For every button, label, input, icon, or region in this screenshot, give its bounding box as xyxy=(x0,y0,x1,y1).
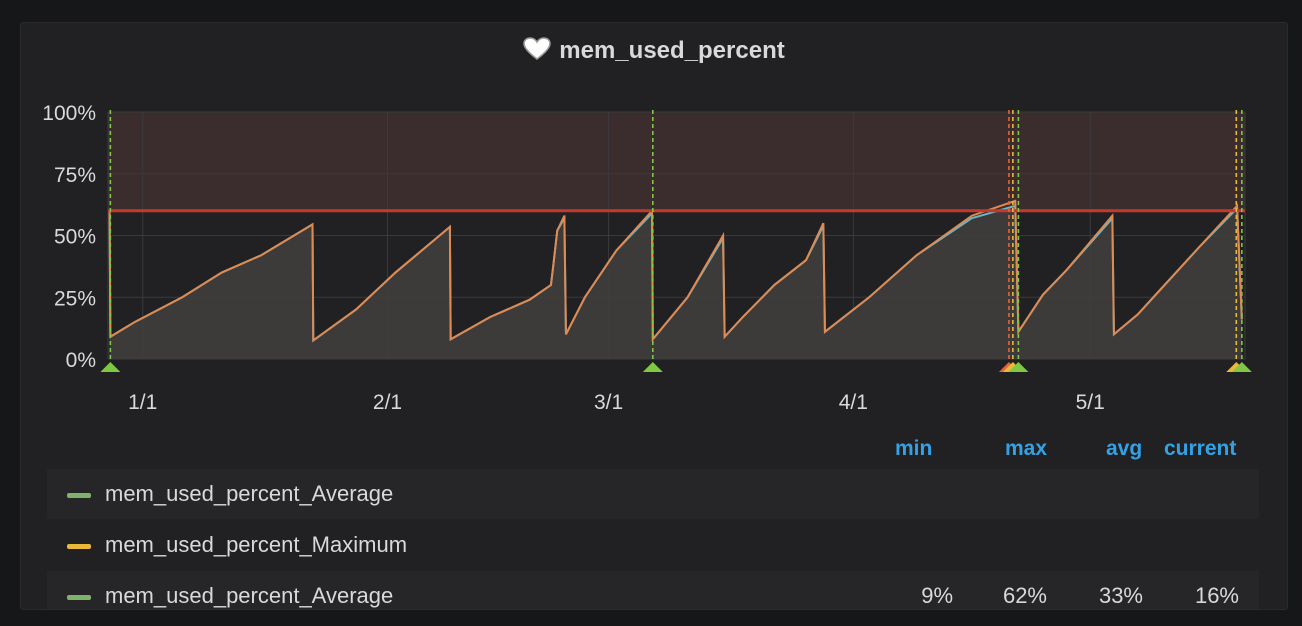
panel-header[interactable]: mem_used_percent xyxy=(21,37,1287,65)
series-area-fill xyxy=(109,205,1242,359)
legend-swatch[interactable] xyxy=(67,544,91,549)
x-tick-label: 1/1 xyxy=(128,391,157,414)
legend-header-current[interactable]: current xyxy=(1164,437,1237,460)
legend-header-max[interactable]: max xyxy=(1005,437,1048,460)
legend-swatch[interactable] xyxy=(67,595,91,600)
legend-header-min[interactable]: min xyxy=(895,437,933,460)
annotation-marker[interactable] xyxy=(100,362,121,372)
legend-value-avg: 33% xyxy=(1098,583,1143,608)
y-tick-label: 100% xyxy=(42,102,96,125)
graph-panel: mem_used_percent 100% 75% 50% 25% 0% 1/1 2/1 3/… xyxy=(20,22,1288,610)
legend-series-name[interactable]: mem_used_percent_Average xyxy=(105,583,394,608)
x-tick-label: 3/1 xyxy=(594,391,623,414)
annotation-marker[interactable] xyxy=(1008,362,1029,372)
threshold-region xyxy=(108,112,1245,211)
legend-swatch[interactable] xyxy=(67,493,91,498)
legend-item[interactable]: mem_used_percent_Maximum xyxy=(47,520,1259,570)
time-series-chart[interactable]: 100% 75% 50% 25% 0% 1/1 2/1 3/1 4/1 5/1 xyxy=(21,23,1287,423)
y-tick-label: 50% xyxy=(54,226,96,249)
legend-series-name[interactable]: mem_used_percent_Maximum xyxy=(105,532,408,557)
y-tick-label: 25% xyxy=(54,287,96,310)
panel-title: mem_used_percent xyxy=(559,37,785,64)
y-tick-label: 0% xyxy=(66,349,96,372)
legend-value-min: 9% xyxy=(921,583,953,608)
legend-item[interactable]: mem_used_percent_Average xyxy=(47,469,1259,519)
legend-series-name[interactable]: mem_used_percent_Average xyxy=(105,481,394,506)
x-tick-label: 2/1 xyxy=(373,391,402,414)
series-line-maximum[interactable] xyxy=(108,199,1243,343)
heart-icon xyxy=(523,37,552,61)
annotation-marker[interactable] xyxy=(1231,362,1252,372)
annotation-marker[interactable] xyxy=(642,362,663,372)
x-tick-label: 4/1 xyxy=(839,391,868,414)
legend-item[interactable]: mem_used_percent_Average 9% 62% 33% 16% xyxy=(47,571,1259,609)
legend-value-current: 16% xyxy=(1194,583,1239,608)
legend-header-avg[interactable]: avg xyxy=(1106,437,1143,460)
legend-value-max: 62% xyxy=(1002,583,1047,608)
x-tick-label: 5/1 xyxy=(1076,391,1105,414)
y-tick-label: 75% xyxy=(54,164,96,187)
